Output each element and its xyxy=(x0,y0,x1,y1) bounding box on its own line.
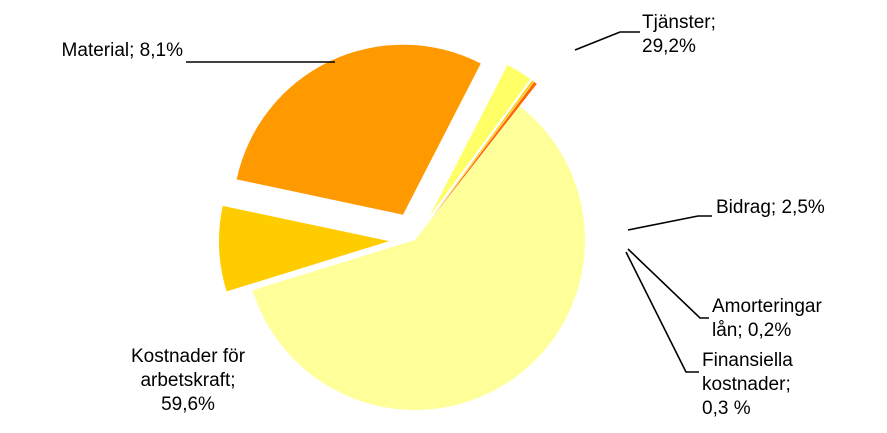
slice-label-4-line-2: 59,6% xyxy=(161,394,215,415)
slice-label-4: Kostnader för arbetskraft; 59,6% xyxy=(131,346,246,415)
slice-label-1: Bidrag; 2,5% xyxy=(716,197,825,218)
pie-slice-3 xyxy=(432,81,537,218)
pie-slice-2 xyxy=(431,80,534,218)
slice-label-5: Material; 8,1% xyxy=(62,40,184,61)
slice-label-2: Amorteringar lån; 0,2% xyxy=(712,296,822,341)
slice-label-3: Finansiella kostnader; 0,3 % xyxy=(702,350,793,419)
leader-line-3 xyxy=(625,251,699,373)
pie-slices xyxy=(219,44,585,410)
pie-slice-4 xyxy=(252,106,585,410)
slice-label-3-line-0: Finansiella xyxy=(702,350,793,371)
slice-label-3-line-1: kostnader; xyxy=(702,374,791,395)
leader-lines xyxy=(186,31,712,373)
slice-labels: Tjänster; 29,2% Bidrag; 2,5% Amorteringar lå… xyxy=(62,12,825,419)
slice-label-5-line-0: Material; 8,1% xyxy=(62,40,184,61)
slice-label-0: Tjänster; 29,2% xyxy=(642,12,716,57)
slice-label-2-line-1: lån; 0,2% xyxy=(712,320,791,341)
slice-label-3-line-2: 0,3 % xyxy=(702,398,751,419)
slice-label-2-line-0: Amorteringar xyxy=(712,296,822,317)
pie-slice-1 xyxy=(429,65,531,217)
slice-label-4-line-0: Kostnader för xyxy=(131,346,246,367)
slice-label-0-line-1: 29,2% xyxy=(642,36,696,57)
leader-line-1 xyxy=(627,215,712,231)
slice-label-4-line-1: arbetskraft; xyxy=(140,370,235,391)
leader-line-0 xyxy=(574,31,640,51)
pie-slice-5 xyxy=(219,205,390,292)
slice-label-1-line-0: Bidrag; 2,5% xyxy=(716,197,825,218)
pie-slice-0 xyxy=(236,44,481,215)
slice-label-0-line-0: Tjänster; xyxy=(642,12,716,33)
leader-line-2 xyxy=(627,248,709,319)
